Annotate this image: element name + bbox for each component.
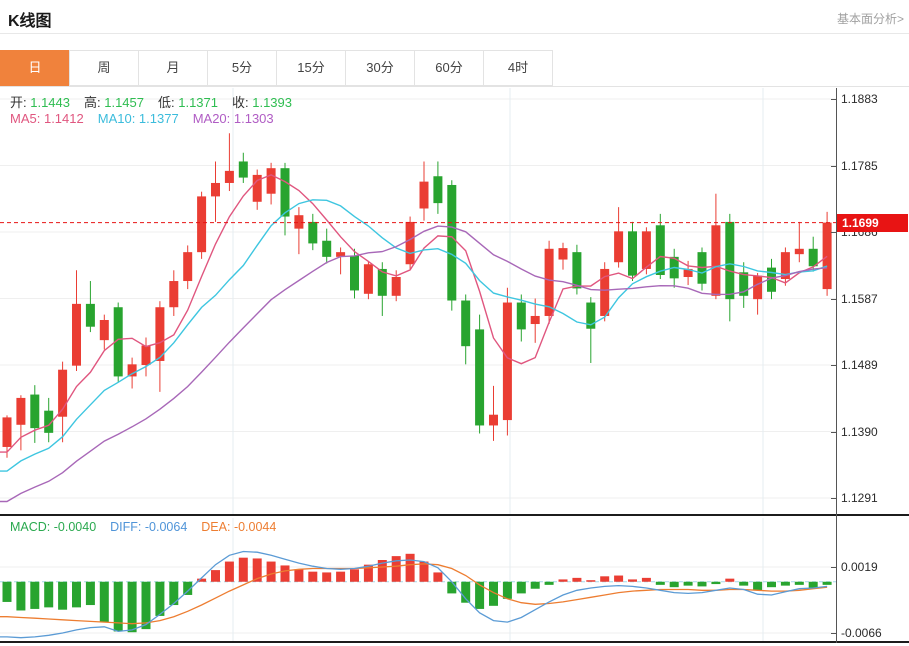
- axis-tick: [831, 431, 837, 433]
- y-axis-label: -0.0066: [841, 626, 882, 640]
- timeframe-tabs: 日周月 5分 15分 30分 60分 4时: [0, 50, 909, 87]
- tab-30分[interactable]: 30分: [345, 50, 415, 86]
- legend-item: 开: 1.1443: [10, 95, 70, 110]
- tab-60分[interactable]: 60分: [414, 50, 484, 86]
- legend-item: DEA: -0.0044: [201, 520, 277, 534]
- tab-月[interactable]: 月: [138, 50, 208, 86]
- axis-tick: [831, 365, 837, 366]
- tab-周[interactable]: 周: [69, 50, 139, 86]
- axis-tick: [831, 298, 837, 300]
- y-axis-label: 1.1489: [841, 358, 878, 372]
- legend-item: 高: 1.1457: [84, 95, 144, 110]
- y-axis-label: 0.0019: [841, 560, 878, 574]
- tab-4时[interactable]: 4时: [483, 50, 553, 86]
- axis-tick: [831, 165, 837, 167]
- current-price-tag: 1.1699: [837, 214, 908, 232]
- axis-tick: [831, 633, 837, 634]
- panel-separator: [0, 514, 909, 516]
- axis-tick: [831, 232, 837, 233]
- legend-item: DIFF: -0.0064: [110, 520, 188, 534]
- tab-5分[interactable]: 5分: [207, 50, 277, 86]
- y-axis-label: 1.1883: [841, 92, 878, 106]
- fundamental-analysis-link[interactable]: 基本面分析>: [836, 12, 904, 26]
- legend-item: MA10: 1.1377: [97, 111, 179, 126]
- y-axis-label: 1.1785: [841, 158, 878, 173]
- page-title: K线图: [8, 13, 52, 30]
- tab-日[interactable]: 日: [0, 50, 70, 86]
- legend-item: MA20: 1.1303: [192, 111, 274, 126]
- legend-item: 低: 1.1371: [158, 95, 218, 110]
- y-axis-label: 1.1291: [841, 491, 878, 505]
- ma-legend: MA5: 1.1412 MA10: 1.1377 MA20: 1.1303: [10, 111, 288, 126]
- bottom-border: [0, 641, 909, 643]
- y-axis-label: 1.1390: [841, 424, 878, 439]
- axis-tick: [831, 498, 837, 499]
- macd-legend: MACD: -0.0040 DIFF: -0.0064 DEA: -0.0044: [10, 520, 290, 534]
- axis-tick: [831, 567, 837, 568]
- header-divider: [0, 33, 909, 34]
- tab-15分[interactable]: 15分: [276, 50, 346, 86]
- macd-chart[interactable]: [0, 518, 836, 641]
- axis-tick: [831, 99, 837, 100]
- ohlc-legend: 开: 1.1443 高: 1.1457 低: 1.1371 收: 1.1393: [10, 92, 306, 111]
- legend-item: MACD: -0.0040: [10, 520, 97, 534]
- candlestick-chart[interactable]: [0, 88, 836, 515]
- y-axis-label: 1.1587: [841, 291, 878, 306]
- legend-item: 收: 1.1393: [232, 95, 292, 110]
- legend-item: MA5: 1.1412: [10, 111, 84, 126]
